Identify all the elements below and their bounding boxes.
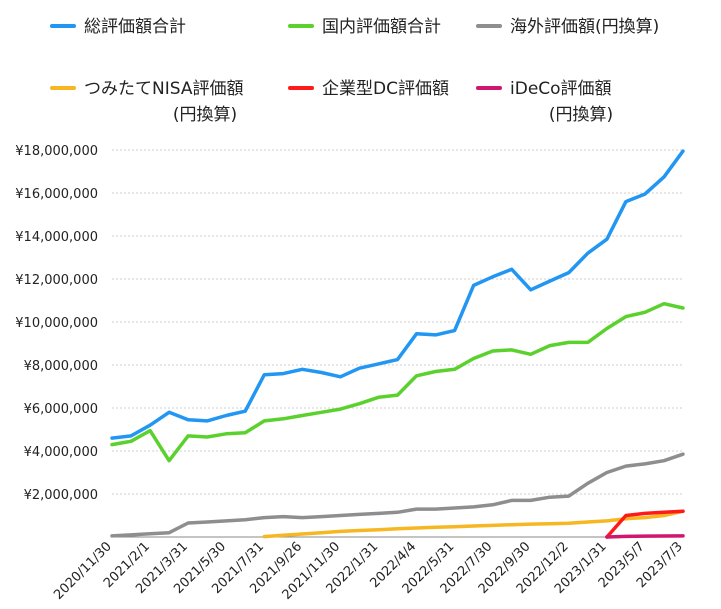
legend-label: 海外評価額(円換算) [510, 17, 659, 37]
y-tick-label: ¥2,000,000 [24, 488, 98, 503]
series-line [110, 149, 685, 440]
series-line [110, 301, 685, 463]
grid [112, 149, 683, 495]
series-line [110, 452, 685, 538]
legend-label: 総評価額合計 [84, 17, 186, 37]
series-line [262, 509, 685, 539]
legend-label: つみたてNISA評価額 [84, 79, 243, 99]
legend-label: iDeCo評価額 [510, 79, 612, 99]
y-tick-label: ¥16,000,000 [15, 187, 98, 202]
legend: 総評価額合計 国内評価額合計 海外評価額(円換算) つみたてNISA評価額 (円換算) 企… [50, 17, 659, 125]
y-tick-label: ¥8,000,000 [24, 359, 98, 374]
legend-label: (円換算) [173, 105, 237, 125]
legend-label: 企業型DC評価額 [322, 79, 449, 99]
y-tick-label: ¥10,000,000 [15, 316, 98, 331]
series-line [605, 509, 685, 539]
series [110, 149, 685, 539]
y-tick-label: ¥6,000,000 [24, 402, 98, 417]
legend-label: 国内評価額合計 [322, 17, 441, 37]
y-tick-label: ¥18,000,000 [15, 144, 98, 159]
series-line [605, 534, 685, 539]
y-tick-label: ¥14,000,000 [15, 230, 98, 245]
x-tick-label: 2020/11/30 [51, 539, 115, 603]
y-tick-label: ¥12,000,000 [15, 273, 98, 288]
y-tick-label: ¥4,000,000 [24, 445, 98, 460]
legend-label: (円換算) [549, 105, 613, 125]
